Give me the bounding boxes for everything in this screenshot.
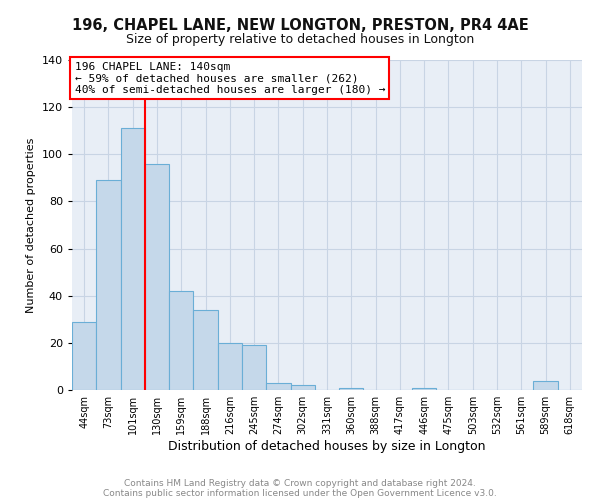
Bar	[169, 291, 193, 390]
Bar	[290, 386, 315, 390]
Bar	[339, 388, 364, 390]
X-axis label: Distribution of detached houses by size in Longton: Distribution of detached houses by size …	[168, 440, 486, 453]
Text: 196 CHAPEL LANE: 140sqm
← 59% of detached houses are smaller (262)
40% of semi-d: 196 CHAPEL LANE: 140sqm ← 59% of detache…	[74, 62, 385, 95]
Bar	[412, 388, 436, 390]
Text: Contains public sector information licensed under the Open Government Licence v3: Contains public sector information licen…	[103, 488, 497, 498]
Text: 196, CHAPEL LANE, NEW LONGTON, PRESTON, PR4 4AE: 196, CHAPEL LANE, NEW LONGTON, PRESTON, …	[71, 18, 529, 32]
Bar	[533, 380, 558, 390]
Bar	[72, 322, 96, 390]
Bar	[145, 164, 169, 390]
Bar	[266, 383, 290, 390]
Bar	[242, 345, 266, 390]
Text: Size of property relative to detached houses in Longton: Size of property relative to detached ho…	[126, 32, 474, 46]
Y-axis label: Number of detached properties: Number of detached properties	[26, 138, 36, 312]
Bar	[218, 343, 242, 390]
Bar	[96, 180, 121, 390]
Bar	[193, 310, 218, 390]
Text: Contains HM Land Registry data © Crown copyright and database right 2024.: Contains HM Land Registry data © Crown c…	[124, 478, 476, 488]
Bar	[121, 128, 145, 390]
